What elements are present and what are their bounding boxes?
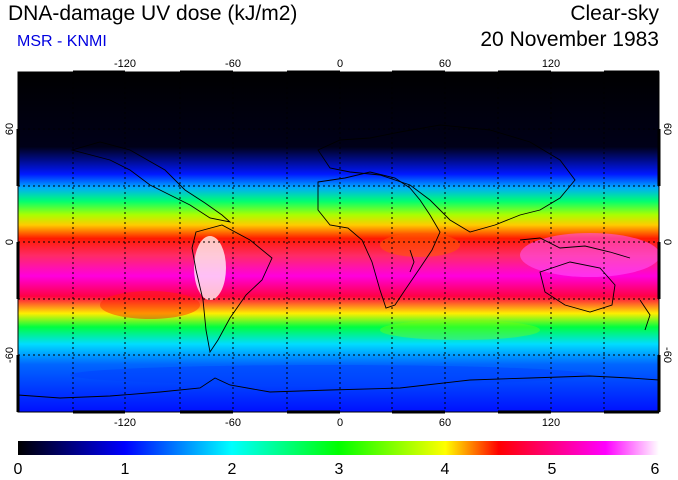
indian-ocean-patch bbox=[380, 320, 540, 340]
colorbar-label: 3 bbox=[335, 461, 344, 478]
colorbar-label: 5 bbox=[548, 461, 557, 478]
madagascar-coast bbox=[409, 249, 415, 273]
colorbar-labels: 0 1 2 3 4 5 6 bbox=[14, 461, 660, 478]
lon-tick-label: 60 bbox=[439, 58, 451, 70]
andes-high-dose-patch bbox=[194, 236, 226, 300]
lat-tick-label: 0 bbox=[4, 239, 16, 245]
southern-ocean-band bbox=[70, 365, 590, 385]
colorbar-label: 2 bbox=[228, 461, 237, 478]
colorbar-label: 1 bbox=[121, 461, 130, 478]
lat-labels-right: 60 0 -60 bbox=[661, 123, 673, 363]
colorbar-label: 0 bbox=[14, 461, 23, 478]
eurasia-coast bbox=[317, 124, 576, 233]
antarctica-coast bbox=[18, 375, 659, 399]
lon-tick-label: 120 bbox=[542, 58, 560, 70]
lon-tick-label: -120 bbox=[114, 58, 136, 70]
africa-coast bbox=[317, 171, 441, 309]
lon-tick-label: 120 bbox=[542, 417, 560, 429]
lon-tick-label: 60 bbox=[439, 417, 451, 429]
new-zealand-coast bbox=[639, 299, 651, 331]
lat-tick-label: 60 bbox=[661, 123, 673, 135]
map-title: DNA-damage UV dose (kJ/m2) bbox=[8, 2, 298, 25]
source-label: MSR - KNMI bbox=[17, 33, 107, 50]
colorbar: 0 1 2 3 4 5 6 bbox=[14, 441, 660, 478]
graticule bbox=[18, 72, 659, 412]
lon-tick-label: -60 bbox=[225, 417, 241, 429]
sky-condition-label: Clear-sky bbox=[570, 2, 659, 25]
colorbar-label: 6 bbox=[651, 461, 660, 478]
north-america-coast bbox=[70, 141, 232, 223]
colorbar-label: 4 bbox=[441, 461, 450, 478]
lat-tick-label: 60 bbox=[4, 123, 16, 135]
australia-high-dose-patch bbox=[520, 233, 659, 277]
lon-tick-label: -60 bbox=[225, 58, 241, 70]
lat-tick-label: -60 bbox=[661, 347, 673, 363]
south-america-coast bbox=[191, 224, 273, 354]
lon-labels-bottom: -120 -60 0 60 120 bbox=[114, 417, 560, 429]
lon-labels-top: -120 -60 0 60 120 bbox=[114, 58, 560, 70]
indonesia-coast bbox=[519, 237, 631, 259]
africa-patch bbox=[380, 233, 460, 257]
map-frame bbox=[16, 70, 661, 414]
date-label: 20 November 1983 bbox=[480, 28, 659, 51]
australia-coast bbox=[539, 261, 616, 313]
lon-tick-label: 0 bbox=[337, 417, 343, 429]
lat-tick-label: -60 bbox=[4, 347, 16, 363]
map-field bbox=[18, 72, 659, 412]
frame-ticks bbox=[16, 70, 661, 414]
lon-tick-label: -120 bbox=[114, 417, 136, 429]
colorbar-gradient bbox=[18, 441, 659, 455]
lat-tick-label: 0 bbox=[661, 239, 673, 245]
coastlines bbox=[18, 124, 659, 399]
south-pacific-patch bbox=[100, 291, 200, 319]
lat-labels-left: 60 0 -60 bbox=[4, 123, 16, 363]
lon-tick-label: 0 bbox=[337, 58, 343, 70]
